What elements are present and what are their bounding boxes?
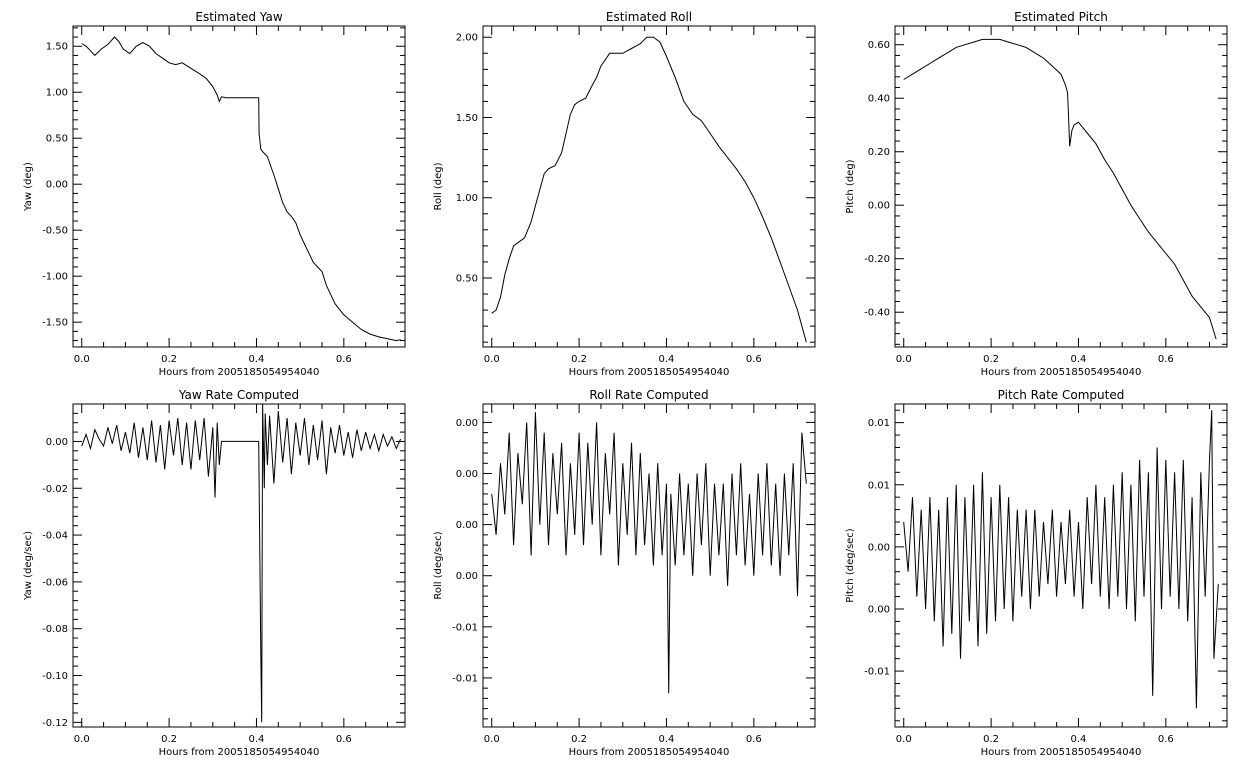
roll-y-tick-label: 1.00 bbox=[456, 193, 478, 204]
pitch-y-tick-label: 0.40 bbox=[868, 94, 890, 105]
pitch-x-tick-label: 0.4 bbox=[1071, 354, 1087, 365]
yaw-x-axis-label: Hours from 2005185054954040 bbox=[159, 367, 320, 378]
pitch-rate-y-tick-label: 0.00 bbox=[868, 542, 890, 553]
roll-x-tick-label: 0.6 bbox=[746, 354, 762, 365]
pitch-rate-y-axis-label: Pitch (deg/sec) bbox=[845, 528, 856, 603]
pitch-y-axis-label: Pitch (deg) bbox=[845, 159, 856, 213]
pitch-rate-panel: Pitch Rate Computed Hours from 2005185054… bbox=[845, 388, 1228, 758]
pitch-x-tick-label: 0.6 bbox=[1158, 354, 1174, 365]
yaw-rate-y-tick-label: -0.08 bbox=[42, 624, 68, 635]
yaw-rate-x-axis-label: Hours from 2005185054954040 bbox=[159, 747, 320, 758]
yaw-rate-y-tick-label: -0.06 bbox=[42, 577, 68, 588]
yaw-x-tick-label: 0.2 bbox=[161, 354, 177, 365]
roll-rate-x-tick-label: 0.0 bbox=[484, 734, 500, 745]
yaw-rate-panel: Yaw Rate Computed Hours from 200518505495… bbox=[23, 388, 406, 758]
yaw-rate-x-tick-label: 0.6 bbox=[336, 734, 352, 745]
pitch-rate-x-axis-label: Hours from 2005185054954040 bbox=[981, 747, 1142, 758]
pitch-panel: Estimated Pitch Hours from 20051850549540… bbox=[845, 10, 1228, 378]
yaw-rate-series-line bbox=[81, 403, 402, 723]
yaw-x-tick-label: 0.6 bbox=[336, 354, 352, 365]
yaw-panel: Estimated Yaw Hours from 2005185054954040… bbox=[23, 10, 406, 378]
roll-rate-y-tick-label: -0.01 bbox=[452, 622, 478, 633]
pitch-y-tick-label: -0.40 bbox=[864, 308, 890, 319]
yaw-rate-y-tick-label: -0.02 bbox=[42, 484, 68, 495]
roll-rate-y-axis-label: Roll (deg/sec) bbox=[433, 531, 444, 599]
yaw-rate-x-tick-label: 0.2 bbox=[161, 734, 177, 745]
roll-rate-y-tick-label: -0.01 bbox=[452, 673, 478, 684]
pitch-rate-x-tick-label: 0.4 bbox=[1071, 734, 1087, 745]
roll-y-tick-label: 2.00 bbox=[456, 33, 478, 44]
pitch-x-axis-label: Hours from 2005185054954040 bbox=[981, 367, 1142, 378]
roll-x-tick-label: 0.0 bbox=[484, 354, 500, 365]
roll-series-line bbox=[491, 36, 807, 343]
roll-rate-plot-frame bbox=[482, 403, 816, 728]
yaw-y-tick-label: 1.50 bbox=[46, 42, 68, 53]
yaw-plot-frame bbox=[72, 25, 406, 348]
yaw-y-tick-label: -1.50 bbox=[42, 318, 68, 329]
pitch-y-tick-label: 0.20 bbox=[868, 147, 890, 158]
yaw-y-tick-label: -0.50 bbox=[42, 226, 68, 237]
roll-x-axis-label: Hours from 2005185054954040 bbox=[569, 367, 730, 378]
pitch-title: Estimated Pitch bbox=[1014, 10, 1108, 24]
yaw-y-axis-label: Yaw (deg) bbox=[23, 162, 34, 212]
pitch-series-line bbox=[903, 38, 1217, 340]
pitch-plot-frame bbox=[894, 25, 1228, 348]
roll-rate-x-tick-label: 0.2 bbox=[571, 734, 587, 745]
yaw-x-tick-label: 0.4 bbox=[249, 354, 265, 365]
yaw-rate-x-tick-label: 0.0 bbox=[74, 734, 90, 745]
pitch-rate-x-tick-label: 0.0 bbox=[896, 734, 912, 745]
roll-rate-panel: Roll Rate Computed Hours from 20051850549… bbox=[433, 388, 816, 758]
yaw-x-tick-label: 0.0 bbox=[74, 354, 90, 365]
roll-title: Estimated Roll bbox=[606, 10, 692, 24]
pitch-rate-y-tick-label: 0.01 bbox=[868, 480, 890, 491]
roll-rate-x-tick-label: 0.4 bbox=[659, 734, 675, 745]
pitch-y-tick-label: -0.20 bbox=[864, 254, 890, 265]
yaw-rate-y-tick-label: 0.00 bbox=[46, 437, 68, 448]
yaw-rate-x-tick-label: 0.4 bbox=[249, 734, 265, 745]
roll-x-tick-label: 0.4 bbox=[659, 354, 675, 365]
yaw-y-tick-label: 0.00 bbox=[46, 180, 68, 191]
pitch-rate-plot-frame bbox=[894, 403, 1228, 728]
pitch-rate-x-tick-label: 0.6 bbox=[1158, 734, 1174, 745]
yaw-rate-y-axis-label: Yaw (deg/sec) bbox=[23, 531, 34, 601]
pitch-y-tick-label: 0.60 bbox=[868, 40, 890, 51]
roll-rate-y-tick-label: 0.00 bbox=[456, 418, 478, 429]
yaw-rate-title: Yaw Rate Computed bbox=[178, 388, 299, 402]
pitch-rate-x-tick-label: 0.2 bbox=[983, 734, 999, 745]
yaw-y-tick-label: -1.00 bbox=[42, 272, 68, 283]
roll-rate-y-tick-label: 0.00 bbox=[456, 571, 478, 582]
roll-rate-title: Roll Rate Computed bbox=[589, 388, 708, 402]
roll-rate-series-line bbox=[491, 412, 807, 694]
yaw-series-line bbox=[81, 36, 401, 342]
roll-rate-y-tick-label: 0.00 bbox=[456, 520, 478, 531]
yaw-title: Estimated Yaw bbox=[195, 10, 282, 24]
pitch-x-tick-label: 0.0 bbox=[896, 354, 912, 365]
roll-panel: Estimated Roll Hours from 200518505495404… bbox=[433, 10, 816, 378]
roll-y-tick-label: 1.50 bbox=[456, 113, 478, 124]
yaw-y-tick-label: 0.50 bbox=[46, 134, 68, 145]
yaw-rate-y-tick-label: -0.12 bbox=[42, 718, 68, 729]
roll-rate-y-tick-label: 0.00 bbox=[456, 469, 478, 480]
yaw-rate-y-tick-label: -0.04 bbox=[42, 531, 68, 542]
roll-y-tick-label: 0.50 bbox=[456, 273, 478, 284]
yaw-rate-y-tick-label: -0.10 bbox=[42, 671, 68, 682]
yaw-y-tick-label: 1.00 bbox=[46, 88, 68, 99]
roll-y-axis-label: Roll (deg) bbox=[433, 162, 444, 210]
roll-x-tick-label: 0.2 bbox=[571, 354, 587, 365]
pitch-rate-title: Pitch Rate Computed bbox=[998, 388, 1125, 402]
roll-rate-x-axis-label: Hours from 2005185054954040 bbox=[569, 747, 730, 758]
roll-rate-x-tick-label: 0.6 bbox=[746, 734, 762, 745]
pitch-rate-y-tick-label: 0.01 bbox=[868, 418, 890, 429]
yaw-rate-plot-frame bbox=[72, 403, 406, 728]
pitch-rate-series-line bbox=[903, 410, 1219, 709]
pitch-x-tick-label: 0.2 bbox=[983, 354, 999, 365]
pitch-y-tick-label: 0.00 bbox=[868, 201, 890, 212]
pitch-rate-y-tick-label: -0.01 bbox=[864, 667, 890, 678]
pitch-rate-y-tick-label: 0.00 bbox=[868, 604, 890, 615]
roll-plot-frame bbox=[482, 25, 816, 348]
